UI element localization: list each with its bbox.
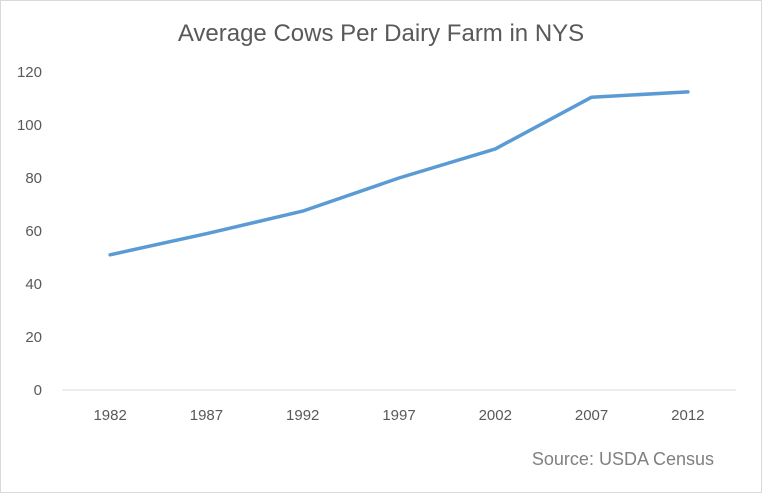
y-tick-label: 80 [25,170,42,187]
series-line [108,90,690,257]
chart-title: Average Cows Per Dairy Farm in NYS [177,20,585,47]
x-tick-label: 2002 [479,407,512,424]
x-axis-ticks: 1982 1987 1992 1997 2002 2007 2012 [93,407,704,424]
x-tick-label: 2007 [575,407,608,424]
chart-source: Source: USDA Census [531,449,714,469]
y-tick-label: 20 [25,329,42,346]
y-tick-label: 120 [17,64,42,81]
y-axis-ticks: 0 20 40 60 80 100 120 [17,64,42,399]
x-tick-label: 1987 [190,407,223,424]
y-tick-label: 100 [17,117,42,134]
x-tick-label: 1982 [93,407,126,424]
x-tick-label: 1992 [286,407,319,424]
y-tick-label: 0 [34,382,42,399]
series-group [108,90,690,257]
x-tick-label: 1997 [382,407,415,424]
x-tick-label: 2012 [671,407,704,424]
y-tick-label: 40 [25,276,42,293]
y-tick-label: 60 [25,223,42,240]
